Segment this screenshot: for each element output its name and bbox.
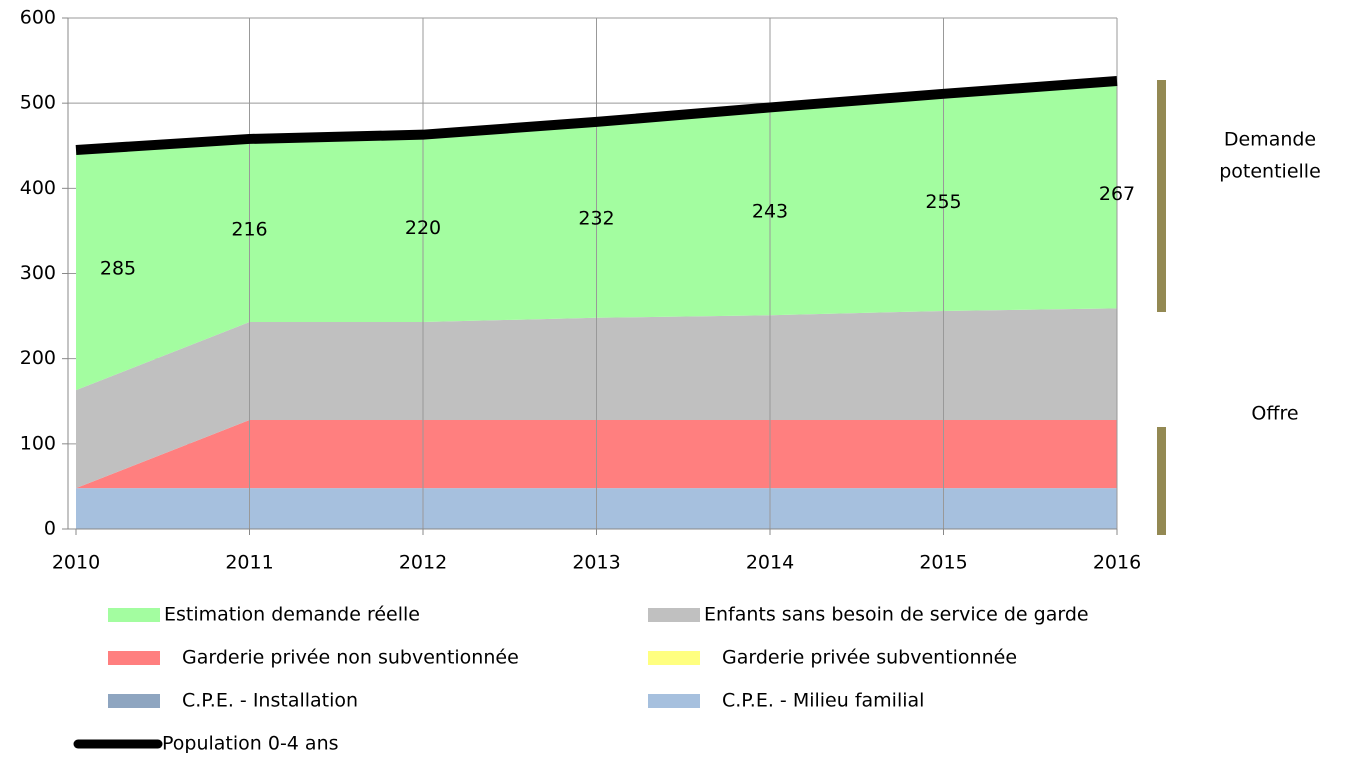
legend-swatch	[648, 651, 700, 665]
y-tick-label: 600	[20, 7, 56, 29]
y-tick-label: 0	[44, 518, 56, 540]
annotation: Demande	[1224, 129, 1316, 151]
y-tick-label: 300	[20, 262, 56, 284]
legend-swatch	[108, 608, 160, 622]
x-tick-label: 2013	[572, 552, 620, 574]
annotation: Offre	[1251, 403, 1298, 425]
x-tick-label: 2015	[919, 552, 967, 574]
legend-label: Enfants sans besoin de service de garde	[704, 604, 1089, 626]
data-label: 232	[578, 207, 614, 229]
data-label: 255	[925, 191, 961, 213]
legend-label: Estimation demande réelle	[164, 604, 420, 626]
legend-label: Population 0-4 ans	[162, 733, 339, 754]
x-tick-label: 2012	[399, 552, 447, 574]
legend-label: Garderie privée subventionnée	[722, 647, 1017, 669]
y-tick-label: 400	[20, 177, 56, 199]
legend-label: Garderie privée non subventionnée	[182, 647, 519, 669]
x-tick-label: 2016	[1093, 552, 1141, 574]
x-tick-label: 2011	[225, 552, 273, 574]
data-label: 220	[405, 217, 441, 239]
y-tick-label: 100	[20, 432, 56, 454]
y-tick-label: 500	[20, 92, 56, 114]
line	[75, 76, 1118, 155]
legend-label: C.P.E. - Milieu familial	[722, 690, 924, 712]
bracket	[1157, 80, 1166, 312]
annotation: potentielle	[1219, 161, 1321, 183]
legend-swatch	[648, 608, 700, 622]
data-label: 285	[100, 257, 136, 279]
bracket	[1157, 427, 1166, 535]
legend-swatch	[648, 694, 700, 708]
data-label: 243	[752, 200, 788, 222]
legend-swatch	[108, 694, 160, 708]
overlay	[62, 17, 1118, 535]
legend-swatch	[108, 651, 160, 665]
data-label: 216	[231, 219, 267, 241]
y-tick-label: 200	[20, 347, 56, 369]
legend-label: C.P.E. - Installation	[182, 690, 358, 712]
x-tick-label: 2010	[52, 552, 100, 574]
x-tick-label: 2014	[746, 552, 794, 574]
data-label: 267	[1099, 183, 1135, 205]
